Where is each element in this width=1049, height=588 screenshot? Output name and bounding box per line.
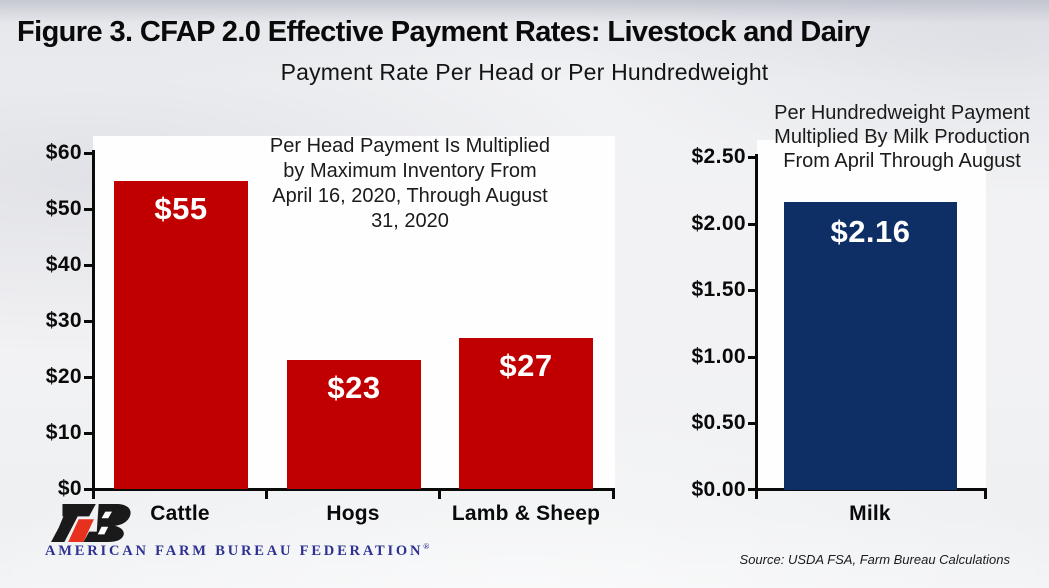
x-tick [612, 491, 615, 499]
x-axis-label-cattle: Cattle [150, 502, 210, 525]
x-tick [92, 491, 95, 499]
x-tick [984, 491, 987, 499]
y-axis-label: $50 [45, 197, 82, 220]
y-tick [748, 289, 757, 292]
chart-subtitle: Payment Rate Per Head or Per Hundredweig… [280, 59, 769, 85]
y-tick [84, 376, 93, 379]
annotation-line: Multiplied By Milk Production [774, 126, 1030, 148]
y-axis-label: $0 [57, 477, 82, 500]
afbf-logo-text: AMERICAN FARM BUREAU FEDERATION [45, 542, 424, 559]
livestock-annotation: Per Head Payment Is Multiplied by Maximu… [240, 134, 580, 234]
milk-bars-container: $2.16 [757, 157, 985, 490]
bar-hogs: $23 [287, 360, 421, 489]
y-tick [748, 356, 757, 359]
y-tick [84, 488, 93, 491]
annotation-line: April 16, 2020, Through August [272, 185, 548, 207]
annotation-line: by Maximum Inventory From [283, 160, 537, 182]
y-tick [748, 156, 757, 159]
x-tick [265, 491, 268, 499]
y-tick [748, 488, 757, 491]
bar-value-label: $55 [154, 191, 208, 226]
y-tick [84, 208, 93, 211]
y-tick [748, 422, 757, 425]
bar-lamb-sheep: $27 [459, 337, 593, 489]
annotation-line: Per Head Payment Is Multiplied [269, 135, 551, 157]
y-axis-label: $0.50 [691, 411, 746, 434]
afbf-logo-icon [48, 503, 136, 543]
y-axis-label: $0.00 [691, 478, 746, 501]
bar-value-label: $23 [327, 370, 381, 406]
y-tick [748, 223, 757, 226]
y-axis-label: $1.00 [691, 345, 746, 368]
y-axis-label: $2.50 [691, 145, 746, 168]
y-axis-label: $20 [45, 365, 82, 388]
source-note: Source: USDA FSA, Farm Bureau Calculatio… [739, 552, 1010, 567]
x-tick [438, 491, 441, 499]
y-axis-label: $1.50 [691, 278, 746, 301]
x-axis-label-lamb-sheep: Lamb & Sheep [451, 502, 601, 525]
x-axis-label-milk: Milk [849, 502, 891, 525]
y-tick [84, 320, 93, 323]
registered-trademark-symbol: ® [423, 542, 430, 551]
page-title: Figure 3. CFAP 2.0 Effective Payment Rat… [17, 16, 871, 48]
y-tick [84, 264, 93, 267]
annotation-line: From April Through August [783, 150, 1021, 172]
annotation-line: Per Hundredweight Payment [774, 102, 1030, 124]
annotation-line: 31, 2020 [371, 210, 449, 232]
x-axis-line [92, 488, 615, 491]
y-tick [84, 432, 93, 435]
livestock-bars-container: $55 $23 $27 [93, 153, 615, 489]
y-axis-label: $2.00 [691, 212, 746, 235]
bar-value-label: $2.16 [830, 214, 911, 250]
y-tick [84, 152, 93, 155]
x-axis-label-hogs: Hogs [326, 502, 380, 525]
bar-cattle: $55 [114, 181, 248, 489]
y-axis-label: $30 [45, 309, 82, 332]
y-axis-line [92, 150, 95, 491]
bar-value-label: $27 [499, 347, 553, 383]
milk-annotation: Per Hundredweight Payment Multiplied By … [752, 101, 1049, 173]
y-axis-label: $60 [45, 141, 82, 164]
afbf-logo-wordmark: AMERICAN FARM BUREAU FEDERATION® [45, 542, 429, 560]
y-axis-label: $10 [45, 421, 82, 444]
y-axis-label: $40 [45, 253, 82, 276]
x-tick [755, 491, 758, 499]
bar-milk: $2.16 [784, 202, 957, 490]
y-axis-line [755, 154, 758, 491]
